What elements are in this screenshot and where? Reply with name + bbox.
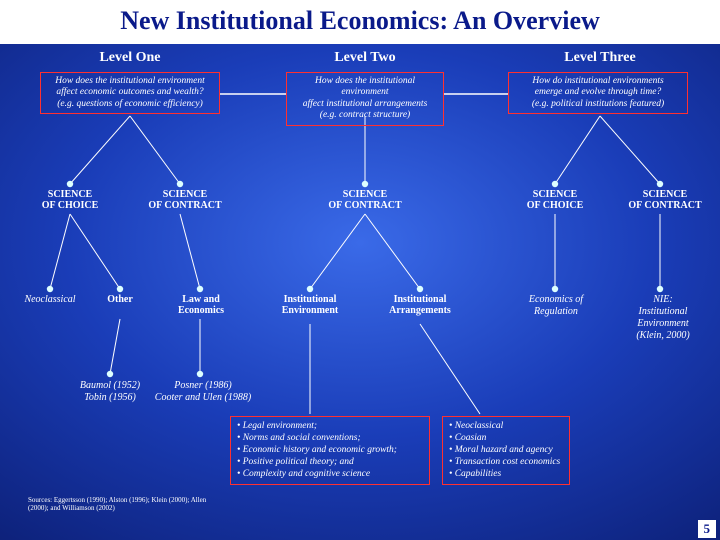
list-item: • Legal environment; [237,421,423,433]
level-three-title: Level Three [540,50,660,66]
q-line: (e.g. political institutions featured) [513,99,683,110]
q-line: (e.g. contract structure) [291,110,439,121]
l2-inst-env: Institutional Environment [270,294,350,316]
l1-science-choice: SCIENCE OF CHOICE [35,189,105,211]
level-two-title: Level Two [305,50,425,66]
q-line: How does the institutional environment [45,76,215,87]
list-item: • Norms and social conventions; [237,433,423,445]
page-title: New Institutional Economics: An Overview [10,6,710,36]
l3-science-contract: SCIENCE OF CONTRACT [625,189,705,211]
list-item: • Economic history and economic growth; [237,445,423,457]
l2-arr-list-box: • Neoclassical • Coasian • Moral hazard … [442,416,570,485]
l1-other: Other [96,294,144,305]
l1-neoclassical: Neoclassical [14,294,86,306]
l3-science-choice: SCIENCE OF CHOICE [520,189,590,211]
l2-env-list-box: • Legal environment; • Norms and social … [230,416,430,485]
q-line: affect economic outcomes and wealth? [45,87,215,98]
list-item: • Coasian [449,433,563,445]
level-three-question-box: How do institutional environments emerge… [508,72,688,114]
level-two-question-box: How does the institutional environment a… [286,72,444,126]
title-bar: New Institutional Economics: An Overview [0,0,720,44]
q-line: How does the institutional environment [291,76,439,99]
page-number: 5 [698,520,717,538]
level-one-title: Level One [70,50,190,66]
q-line: (e.g. questions of economic efficiency) [45,99,215,110]
l1-law-econ: Law and Economics [166,294,236,316]
level-one-question-box: How does the institutional environment a… [40,72,220,114]
q-line: How do institutional environments [513,76,683,87]
list-item: • Neoclassical [449,421,563,433]
q-line: affect institutional arrangements [291,99,439,110]
l3-econ-regulation: Economics of Regulation [516,294,596,318]
l1-posner-cooter: Posner (1986) Cooter and Ulen (1988) [138,380,268,404]
list-item: • Capabilities [449,469,563,481]
l3-nie-env: NIE: Institutional Environment (Klein, 2… [620,294,706,342]
q-line: emerge and evolve through time? [513,87,683,98]
list-item: • Positive political theory; and [237,457,423,469]
list-item: • Moral hazard and agency [449,445,563,457]
list-item: • Transaction cost economics [449,457,563,469]
diagram-canvas: Level One Level Two Level Three How does… [0,44,720,540]
list-item: • Complexity and cognitive science [237,469,423,481]
l2-inst-arr: Institutional Arrangements [380,294,460,316]
l1-science-contract: SCIENCE OF CONTRACT [145,189,225,211]
sources-text: Sources: Eggertsson (1990); Alston (1996… [28,496,228,512]
l2-science-contract: SCIENCE OF CONTRACT [325,189,405,211]
